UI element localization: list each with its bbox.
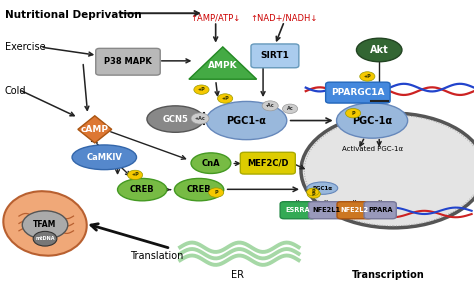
Text: +P: +P xyxy=(221,96,229,101)
Text: PGC1-α: PGC1-α xyxy=(227,116,266,126)
FancyBboxPatch shape xyxy=(309,202,344,219)
Text: Translation: Translation xyxy=(130,251,183,261)
FancyBboxPatch shape xyxy=(326,82,390,103)
Text: P: P xyxy=(214,190,218,195)
Ellipse shape xyxy=(337,103,408,138)
Ellipse shape xyxy=(174,178,224,201)
Text: CaMKIV: CaMKIV xyxy=(86,153,122,162)
FancyBboxPatch shape xyxy=(240,152,295,174)
Text: +P: +P xyxy=(131,172,139,178)
Text: P: P xyxy=(312,191,316,197)
Ellipse shape xyxy=(118,178,167,201)
Text: -Ac: -Ac xyxy=(266,103,274,108)
Text: TFAM: TFAM xyxy=(33,220,57,229)
Text: +P: +P xyxy=(198,87,205,92)
Circle shape xyxy=(209,188,224,197)
Ellipse shape xyxy=(206,101,287,140)
Text: cAMP: cAMP xyxy=(81,125,109,134)
Text: Akt: Akt xyxy=(370,45,389,55)
Circle shape xyxy=(218,94,233,103)
Text: AMPK: AMPK xyxy=(208,61,237,70)
FancyBboxPatch shape xyxy=(364,202,396,219)
Text: P: P xyxy=(311,189,315,195)
Text: +Ac: +Ac xyxy=(195,116,205,121)
Text: NFE2L1: NFE2L1 xyxy=(312,207,340,213)
Text: PPARGC1A: PPARGC1A xyxy=(331,88,384,97)
Circle shape xyxy=(22,211,68,239)
Text: CREB: CREB xyxy=(187,185,211,194)
Circle shape xyxy=(191,113,209,124)
Text: mtDNA: mtDNA xyxy=(35,236,55,241)
Text: Exercise: Exercise xyxy=(5,42,46,52)
Polygon shape xyxy=(78,116,112,143)
Ellipse shape xyxy=(356,38,402,62)
Text: P38 MAPK: P38 MAPK xyxy=(104,57,152,66)
FancyBboxPatch shape xyxy=(96,48,160,75)
Circle shape xyxy=(283,104,298,113)
Text: ↑NAD+/NADH↓: ↑NAD+/NADH↓ xyxy=(251,13,318,22)
Ellipse shape xyxy=(191,153,231,173)
Text: Activated PGC-1α: Activated PGC-1α xyxy=(342,146,402,151)
Polygon shape xyxy=(189,47,257,79)
Text: PGC1α: PGC1α xyxy=(312,186,332,191)
Text: CnA: CnA xyxy=(201,159,220,168)
Circle shape xyxy=(360,72,375,81)
Ellipse shape xyxy=(147,106,204,132)
Ellipse shape xyxy=(307,182,337,194)
Text: ER: ER xyxy=(230,270,244,280)
Text: Cold: Cold xyxy=(5,86,26,96)
Text: PPARA: PPARA xyxy=(368,207,392,213)
Text: P: P xyxy=(351,111,355,116)
Text: MEF2C/D: MEF2C/D xyxy=(247,159,289,168)
Text: SIRT1: SIRT1 xyxy=(261,51,289,60)
Ellipse shape xyxy=(72,145,137,170)
Circle shape xyxy=(33,231,57,246)
Text: CREB: CREB xyxy=(130,185,155,194)
Text: NFE2L2: NFE2L2 xyxy=(340,207,369,213)
Text: Transcription: Transcription xyxy=(352,270,425,280)
FancyBboxPatch shape xyxy=(337,202,372,219)
Text: Ac: Ac xyxy=(287,106,293,111)
Circle shape xyxy=(307,188,319,196)
Text: Nutritional Deprivation: Nutritional Deprivation xyxy=(5,10,141,20)
Text: +P: +P xyxy=(364,74,371,79)
Circle shape xyxy=(307,190,320,198)
Circle shape xyxy=(301,113,474,228)
FancyBboxPatch shape xyxy=(251,44,299,68)
Circle shape xyxy=(262,101,278,111)
Circle shape xyxy=(194,85,209,94)
FancyBboxPatch shape xyxy=(280,202,315,219)
Text: ↑AMP/ATP↓: ↑AMP/ATP↓ xyxy=(191,13,241,22)
Text: ESRRA: ESRRA xyxy=(285,207,310,213)
Circle shape xyxy=(128,170,143,180)
Text: PGC-1α: PGC-1α xyxy=(352,116,392,126)
Ellipse shape xyxy=(3,191,87,256)
Text: GCN5: GCN5 xyxy=(163,115,188,123)
Circle shape xyxy=(346,108,361,118)
